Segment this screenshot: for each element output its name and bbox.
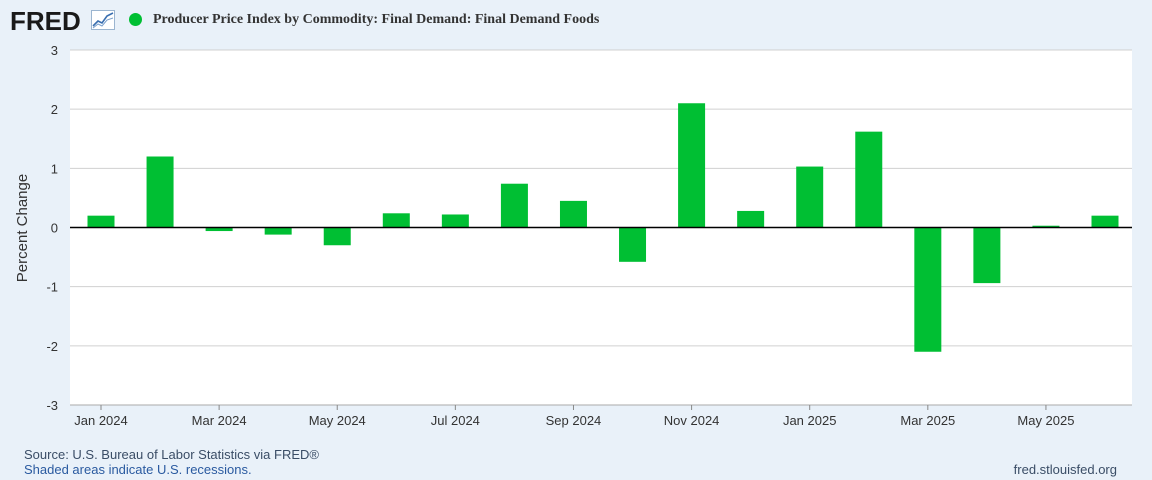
chart-title: Producer Price Index by Commodity: Final… [153,12,600,27]
bar-apr-2024[interactable] [264,227,292,235]
bar-series [87,103,1119,352]
x-tick-label: Jul 2024 [431,413,480,428]
x-tick-label: Sep 2024 [546,413,602,428]
x-tick-label: May 2025 [1017,413,1074,428]
axes: 3 2 1 0 -1 -2 -3 Jan 2024 Mar 2024 May 2024 Jul 20… [46,43,1132,428]
x-tick-label: Nov 2024 [664,413,720,428]
bar-mar-2025[interactable] [914,227,942,352]
bar-jun-2025[interactable] [1091,215,1119,228]
y-tick-label: 3 [51,43,58,58]
bar-may-2024[interactable] [323,227,351,246]
bar-aug-2024[interactable] [500,183,528,228]
source-note: Source: U.S. Bureau of Labor Statistics … [24,447,319,462]
y-tick-label: 1 [51,161,58,176]
x-tick-label: May 2024 [309,413,366,428]
bar-may-2025[interactable] [1032,225,1060,228]
bar-jan-2024[interactable] [87,215,115,228]
bar-feb-2025[interactable] [855,131,883,228]
bar-jul-2024[interactable] [441,214,469,228]
bar-nov-2024[interactable] [678,103,706,228]
x-tick-label: Jan 2024 [74,413,128,428]
y-tick-label: -3 [46,398,58,413]
y-tick-label: -2 [46,339,58,354]
y-tick-label: 2 [51,102,58,117]
bar-dec-2024[interactable] [737,210,765,228]
fred-logo[interactable]: FRED [10,6,81,36]
bar-sep-2024[interactable] [559,200,587,228]
x-tick-label: Mar 2024 [192,413,247,428]
bar-feb-2024[interactable] [146,156,174,228]
y-tick-label: 0 [51,221,58,236]
y-tick-label: -1 [46,280,58,295]
bar-jan-2025[interactable] [796,166,824,228]
legend-marker [129,13,142,26]
y-axis-label: Percent Change [14,174,31,282]
bar-oct-2024[interactable] [619,227,647,262]
recession-note: Shaded areas indicate U.S. recessions. [24,462,252,477]
bar-mar-2024[interactable] [205,227,233,232]
fred-url[interactable]: fred.stlouisfed.org [1013,462,1117,477]
x-tick-label: Jan 2025 [783,413,837,428]
x-tick-label: Mar 2025 [900,413,955,428]
fred-graph-icon [91,10,115,30]
bar-apr-2025[interactable] [973,227,1001,284]
bar-jun-2024[interactable] [382,213,410,228]
